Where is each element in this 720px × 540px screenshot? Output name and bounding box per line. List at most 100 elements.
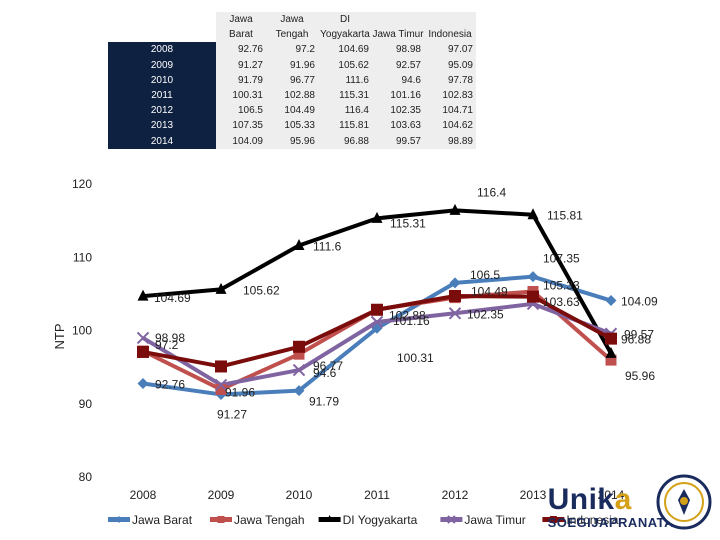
table-header-row: Jawa Barat Jawa Tengah DI Yogyakarta Jaw… [108, 12, 476, 43]
table-cell-year: 2008 [108, 42, 216, 58]
table-cell-value: 105.33 [266, 118, 318, 134]
legend-label: Indonesia [566, 513, 618, 527]
table-row: 2010 91.79 96.77 111.6 94.6 97.78 [108, 72, 476, 89]
x-tick-label: 2010 [286, 488, 313, 502]
data-point [115, 516, 123, 523]
table-cell-value: 115.81 [318, 118, 372, 134]
legend-label: Jawa Barat [132, 513, 193, 527]
data-label: 115.31 [390, 216, 426, 230]
table-cell-value: 104.49 [266, 103, 318, 119]
x-tick-label: 2009 [208, 488, 235, 502]
data-label: 100.31 [397, 351, 434, 365]
data-label: 95.96 [625, 369, 655, 383]
data-label: 105.33 [543, 278, 580, 292]
chart-axes: 80 90 100 110 120 NTP 2008 2009 2010 2011 2012 2013… [52, 177, 625, 502]
table-cell-value: 95.96 [266, 133, 318, 149]
table-header-indonesia: Indonesia [424, 12, 476, 43]
table-cell-value: 96.77 [266, 72, 318, 89]
table-cell-value: 98.89 [424, 133, 476, 149]
data-label: 99.57 [624, 328, 654, 342]
table-cell-year: 2010 [108, 72, 216, 89]
data-point [371, 211, 383, 223]
table-cell-value: 97.78 [424, 72, 476, 89]
table-row: 2011 100.31 102.88 115.31 101.16 102.83 [108, 88, 476, 104]
data-point [293, 340, 305, 353]
data-point [293, 239, 305, 251]
data-label: 106.5 [470, 268, 500, 282]
table-cell-value: 95.09 [424, 57, 476, 73]
data-point [605, 354, 617, 366]
data-point [292, 363, 306, 377]
x-tick-label: 2012 [442, 488, 469, 502]
data-label: 101.16 [393, 314, 430, 328]
table-row: 2014 104.09 95.96 96.88 99.57 98.89 [108, 133, 476, 149]
data-point [527, 208, 539, 220]
table-cell-value: 107.35 [216, 118, 266, 134]
series-line [142, 274, 612, 397]
table-cell-value: 104.62 [424, 118, 476, 134]
data-point [293, 385, 305, 397]
logo-wordmark: Unika [548, 485, 674, 515]
table-header-year [108, 12, 216, 43]
data-point [449, 277, 461, 289]
data-label: 97.2 [155, 338, 179, 352]
data-label: 104.49 [471, 285, 508, 299]
chart-series-lines [141, 208, 613, 397]
x-tick-label: 2011 [364, 488, 390, 502]
x-tick-label: 2014 [598, 488, 625, 502]
table-header-jawa-barat: Jawa Barat [216, 12, 266, 43]
table-cell-value: 103.63 [372, 118, 424, 134]
logo-wordmark-main: Unik [547, 483, 615, 516]
data-label: 91.27 [217, 407, 247, 421]
legend-label: Jawa Timur [464, 513, 525, 527]
data-label: 115.81 [547, 209, 583, 223]
data-label: 105.62 [243, 283, 280, 297]
table-cell-value: 98.98 [372, 42, 424, 58]
table-cell-value: 101.16 [372, 88, 424, 104]
table-row: 2012 106.5 104.49 116.4 102.35 104.71 [108, 103, 476, 119]
table-header-jawa-tengah: Jawa Tengah [266, 12, 318, 43]
y-tick-label: 110 [73, 250, 92, 264]
data-point [215, 360, 227, 373]
data-label: 103.63 [543, 295, 580, 309]
data-point [447, 515, 456, 524]
table-cell-value: 102.88 [266, 88, 318, 104]
data-label: 98.98 [155, 331, 185, 345]
data-point [449, 289, 461, 302]
table-cell-value: 99.57 [372, 133, 424, 149]
data-label: 107.35 [543, 252, 580, 266]
x-tick-label: 2008 [130, 488, 157, 502]
chart-data-labels: 92.76 91.27 91.79 100.31 106.5 107.35 104.09 97… [154, 185, 658, 421]
data-label: 96.88 [621, 332, 651, 346]
table-cell-value: 104.09 [216, 133, 266, 149]
university-seal-icon [656, 474, 712, 530]
data-point [326, 515, 334, 522]
table-cell-value: 116.4 [318, 103, 372, 119]
data-point [215, 282, 227, 294]
x-tick-label: 2013 [520, 488, 547, 502]
table-header-jawa-timur: Jawa Timur [372, 12, 424, 43]
chart-legend: Jawa Barat Jawa Tengah DI Yogyakarta Jawa T… [108, 513, 619, 527]
table-cell-value: 92.57 [372, 57, 424, 73]
table-cell-value: 102.35 [372, 103, 424, 119]
chart-series-markers [136, 203, 618, 400]
table-cell-value: 102.83 [424, 88, 476, 104]
data-label: 104.09 [621, 295, 658, 309]
table-row: 2008 92.76 97.2 104.69 98.98 97.07 [108, 42, 476, 58]
data-point [605, 332, 617, 345]
data-point [605, 346, 617, 358]
data-point [449, 203, 461, 215]
table-cell-value: 91.79 [216, 72, 266, 89]
table-cell-year: 2013 [108, 118, 216, 134]
data-point [549, 516, 557, 523]
data-label: 91.96 [225, 385, 255, 399]
data-point [605, 295, 617, 307]
table-row: 2013 107.35 105.33 115.81 103.63 104.62 [108, 118, 476, 134]
data-point [527, 271, 539, 283]
data-point [371, 303, 383, 316]
series-line [141, 301, 612, 387]
data-label: 104.69 [154, 291, 191, 305]
legend-label: Jawa Tengah [234, 513, 305, 527]
data-table: Jawa Barat Jawa Tengah DI Yogyakarta Jaw… [108, 12, 476, 149]
data-point [214, 378, 228, 392]
